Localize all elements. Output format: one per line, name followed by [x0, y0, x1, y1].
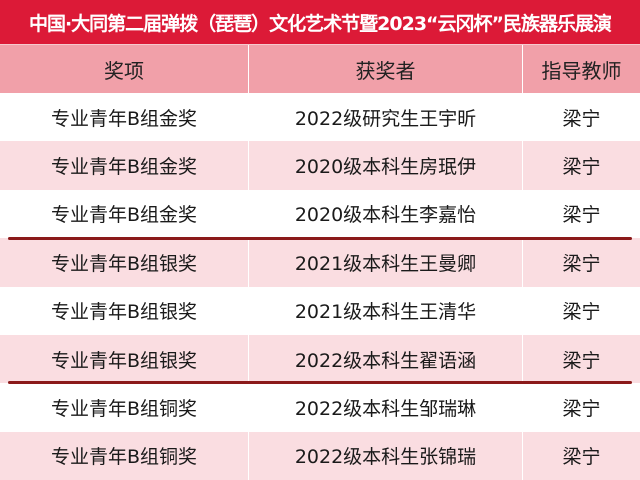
award-cell: 专业青年B组金奖 [50, 204, 198, 227]
table-row: 专业青年B组银奖 2022级本科生翟语涵 梁宁 [0, 334, 640, 384]
page-title: 中国·大同第二届弹拨（琵琶）文化艺术节暨2023“云冈杯”民族器乐展演 [0, 0, 640, 44]
table-row: 专业青年B组金奖 2020级本科生李嘉怡 梁宁 [0, 189, 640, 239]
teacher-cell: 梁宁 [562, 446, 601, 469]
winner-cell: 2022级研究生王宇昕 [248, 93, 523, 142]
winner-cell: 2021级本科生王清华 [248, 286, 523, 335]
table-row: 专业青年B组金奖 2022级研究生王宇昕 梁宁 [0, 93, 640, 142]
award-cell: 专业青年B组银奖 [50, 349, 198, 372]
winner-cell: 2022级本科生翟语涵 [248, 334, 523, 384]
table-header: 奖项 获奖者 指导教师 [0, 44, 640, 93]
teacher-cell: 梁宁 [562, 107, 601, 130]
winner-cell: 2020级本科生房珉伊 [248, 141, 523, 190]
table-row: 专业青年B组铜奖 2022级本科生张锦瑞 梁宁 [0, 431, 640, 480]
group-divider [8, 381, 632, 384]
award-cell: 专业青年B组银奖 [50, 252, 198, 275]
award-cell: 专业青年B组金奖 [50, 107, 198, 130]
table-row: 专业青年B组银奖 2021级本科生王清华 梁宁 [0, 286, 640, 335]
table-row: 专业青年B组银奖 2021级本科生王曼卿 梁宁 [0, 238, 640, 287]
teacher-cell: 梁宁 [562, 301, 601, 324]
header-teacher: 指导教师 [541, 58, 622, 83]
header-award: 奖项 [104, 58, 144, 83]
teacher-cell: 梁宁 [562, 156, 601, 179]
teacher-cell: 梁宁 [562, 252, 601, 275]
teacher-cell: 梁宁 [562, 349, 601, 372]
group-divider [8, 237, 632, 240]
award-cell: 专业青年B组金奖 [50, 156, 198, 179]
teacher-cell: 梁宁 [562, 398, 601, 421]
table-row: 专业青年B组铜奖 2022级本科生邹瑞琳 梁宁 [0, 383, 640, 432]
winner-cell: 2020级本科生李嘉怡 [248, 189, 523, 239]
awards-table: 奖项 获奖者 指导教师 专业青年B组金奖 2022级研究生王宇昕 梁宁 专业青年B组金… [0, 44, 640, 480]
award-cell: 专业青年B组铜奖 [50, 446, 198, 469]
header-winner: 获奖者 [248, 45, 523, 93]
winner-cell: 2022级本科生张锦瑞 [248, 431, 523, 480]
table-row: 专业青年B组金奖 2020级本科生房珉伊 梁宁 [0, 141, 640, 190]
award-cell: 专业青年B组银奖 [50, 301, 198, 324]
winner-cell: 2022级本科生邹瑞琳 [248, 383, 523, 432]
award-cell: 专业青年B组铜奖 [50, 398, 198, 421]
winner-cell: 2021级本科生王曼卿 [248, 238, 523, 287]
teacher-cell: 梁宁 [562, 204, 601, 227]
